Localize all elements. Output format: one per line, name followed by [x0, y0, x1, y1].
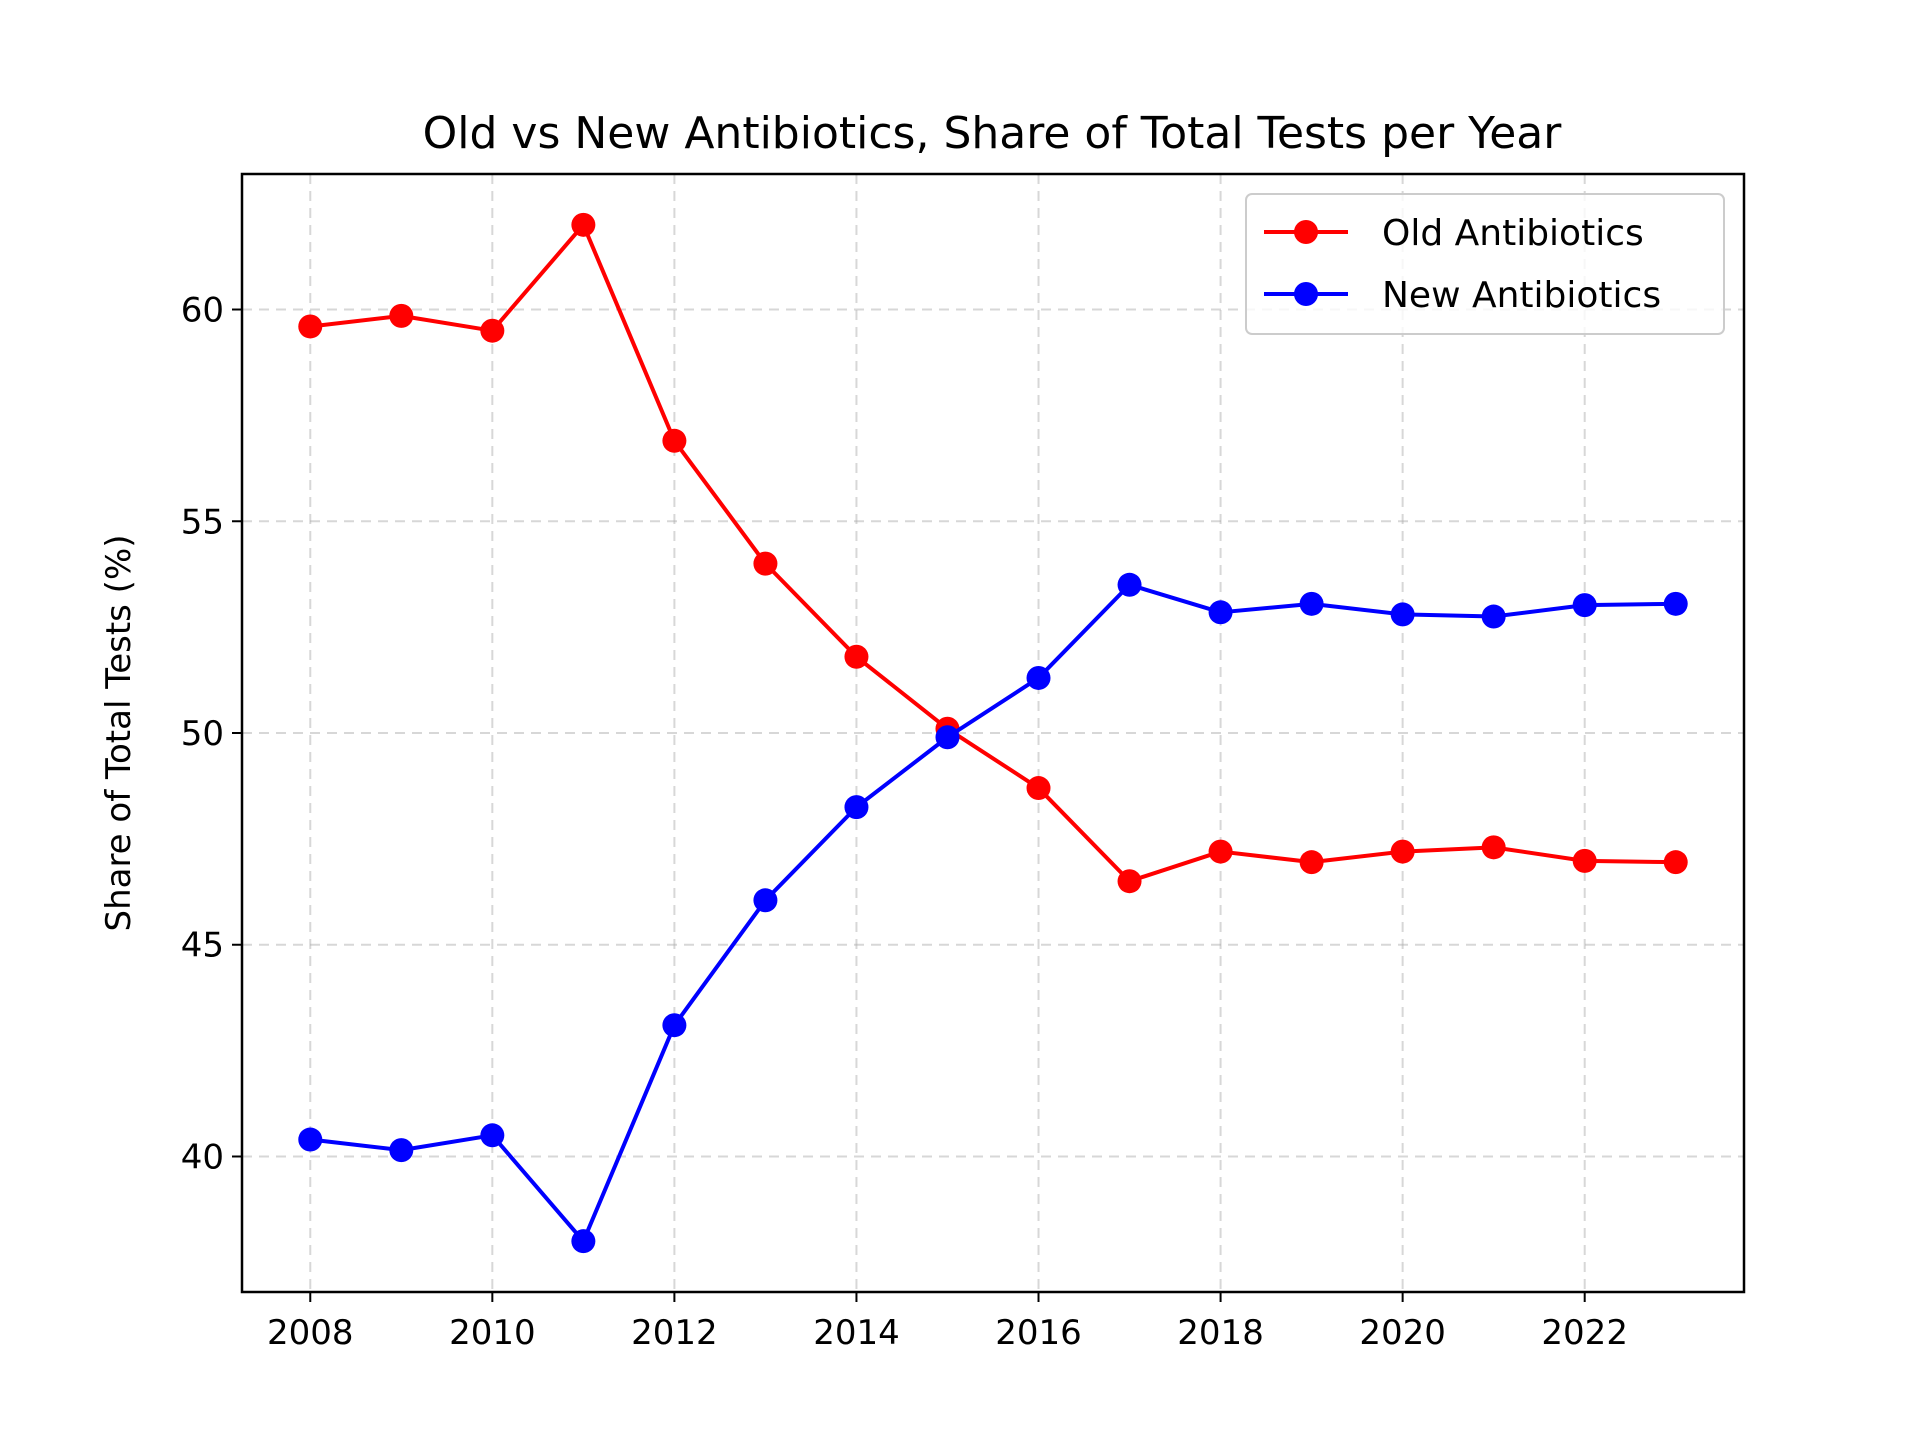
y-tick-label: 45: [181, 926, 224, 966]
data-point[interactable]: [662, 1013, 687, 1038]
data-point[interactable]: [1572, 848, 1597, 873]
x-tick-label: 2014: [813, 1313, 900, 1353]
data-point[interactable]: [571, 212, 596, 237]
data-point[interactable]: [571, 1229, 596, 1254]
legend[interactable]: Old Antibiotics New Antibiotics: [1245, 193, 1725, 335]
data-point[interactable]: [844, 795, 869, 820]
y-tick-label: 40: [181, 1137, 224, 1177]
data-point[interactable]: [1208, 600, 1233, 625]
data-point[interactable]: [1117, 869, 1142, 894]
x-tick-label: 2018: [1177, 1313, 1264, 1353]
legend-item-old[interactable]: Old Antibiotics: [1264, 213, 1644, 254]
legend-marker: [1294, 282, 1318, 306]
y-tick-label: 60: [181, 291, 224, 331]
x-tick-label: 2012: [631, 1313, 718, 1353]
data-point[interactable]: [1663, 850, 1688, 875]
y-tick-label: 50: [181, 714, 224, 754]
data-point[interactable]: [1026, 665, 1051, 690]
data-point[interactable]: [1117, 572, 1142, 597]
data-point[interactable]: [1208, 839, 1233, 864]
data-point[interactable]: [1299, 591, 1324, 616]
series-new-antibiotics: [298, 572, 1688, 1254]
legend-box: [1245, 193, 1725, 335]
legend-item-new[interactable]: New Antibiotics: [1264, 275, 1661, 316]
y-axis: 40 45 50 55 60: [181, 291, 242, 1177]
data-point[interactable]: [480, 1123, 505, 1148]
grid: [242, 174, 1744, 1292]
data-point[interactable]: [1026, 776, 1051, 801]
data-point[interactable]: [1663, 591, 1688, 616]
data-point[interactable]: [480, 318, 505, 343]
series-layer: [298, 212, 1688, 1254]
data-point[interactable]: [935, 725, 960, 750]
data-point[interactable]: [844, 644, 869, 669]
series-line: [310, 582, 1676, 1244]
legend-label: New Antibiotics: [1382, 275, 1661, 316]
data-point[interactable]: [1299, 850, 1324, 875]
data-point[interactable]: [1572, 593, 1597, 618]
y-axis-label: Share of Total Tests (%): [99, 534, 139, 931]
series-line: [310, 222, 1676, 884]
x-tick-label: 2008: [267, 1313, 354, 1353]
legend-label: Old Antibiotics: [1382, 213, 1644, 254]
data-point[interactable]: [1390, 602, 1415, 627]
data-point[interactable]: [753, 888, 778, 913]
x-axis: 2008 2010 2012 2014 2016 2018 2020 2022: [267, 1292, 1628, 1353]
legend-marker: [1294, 220, 1318, 244]
data-point[interactable]: [389, 303, 414, 328]
data-point[interactable]: [389, 1138, 414, 1163]
x-tick-label: 2010: [449, 1313, 536, 1353]
chart-title: Old vs New Antibiotics, Share of Total T…: [423, 108, 1563, 159]
data-point[interactable]: [1481, 604, 1506, 629]
data-point[interactable]: [662, 428, 687, 453]
data-point[interactable]: [1390, 839, 1415, 864]
y-tick-label: 55: [181, 502, 224, 542]
data-point[interactable]: [753, 551, 778, 576]
x-tick-label: 2022: [1541, 1313, 1628, 1353]
data-point[interactable]: [298, 1127, 323, 1152]
x-tick-label: 2020: [1359, 1313, 1446, 1353]
data-point[interactable]: [298, 314, 323, 339]
x-tick-label: 2016: [995, 1313, 1082, 1353]
data-point[interactable]: [1481, 835, 1506, 860]
